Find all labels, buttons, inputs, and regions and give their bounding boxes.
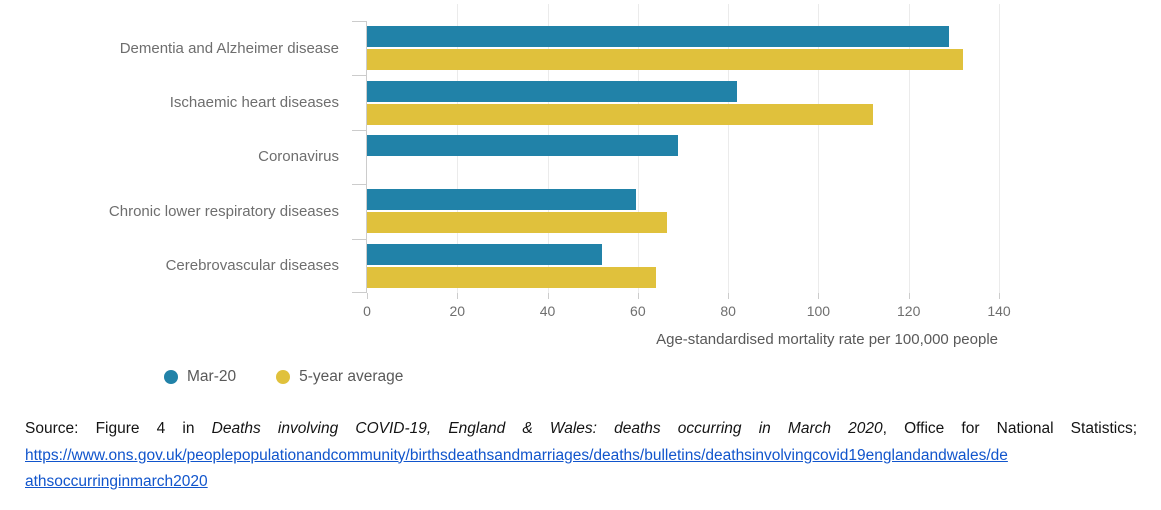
x-axis-tick <box>999 293 1000 299</box>
category-row <box>367 184 999 238</box>
x-axis-tick <box>457 293 459 299</box>
x-tick-label: 100 <box>806 303 831 319</box>
legend: Mar-20 5-year average <box>164 368 403 386</box>
category-label: Ischaemic heart diseases <box>169 93 339 111</box>
gridline <box>999 4 1000 293</box>
x-tick-label: 20 <box>449 303 466 319</box>
mar20-swatch-icon <box>164 370 178 384</box>
x-axis-tick <box>637 293 639 299</box>
x-axis-tick <box>547 293 549 299</box>
category-row <box>367 239 999 293</box>
source-note: Source: Figure 4 in Deaths involving COV… <box>25 416 1137 496</box>
category-axis: Dementia and Alzheimer disease Ischaemic … <box>0 21 352 293</box>
source-text: Source: Figure 4 in Deaths involving COV… <box>25 416 1137 443</box>
category-label: Chronic lower respiratory diseases <box>108 202 339 220</box>
source-suffix: , Office for National Statistics; <box>882 420 1138 437</box>
x-tick-label: 120 <box>897 303 921 319</box>
category-tick <box>352 21 367 22</box>
bar-mar-20 <box>367 26 950 48</box>
x-tick-label: 60 <box>630 303 646 319</box>
category-tick <box>352 184 367 186</box>
bar-mar-20 <box>367 80 738 102</box>
category-row <box>367 21 999 75</box>
plot-area: 0 20 40 60 80 100 120 140 <box>352 4 1011 319</box>
source-title: Deaths involving COVID-19, England & Wal… <box>211 420 883 437</box>
legend-label: 5-year average <box>299 368 404 385</box>
bar-5-year-average <box>367 49 963 71</box>
category-row <box>367 130 999 184</box>
category-label: Cerebrovascular diseases <box>165 257 339 275</box>
x-axis-tick <box>818 293 820 299</box>
x-axis-tick <box>728 293 730 299</box>
gridline <box>908 4 910 293</box>
category-tick <box>352 129 367 131</box>
gridline <box>818 4 820 293</box>
legend-label: Mar-20 <box>187 368 237 385</box>
bar-5-year-average <box>367 212 668 234</box>
x-axis-tick <box>367 293 368 299</box>
gridline <box>728 4 730 293</box>
x-tick-label: 80 <box>720 303 736 319</box>
source-prefix: Source: Figure 4 in <box>25 420 212 437</box>
x-tick-label: 40 <box>539 303 556 319</box>
bar-mar-20 <box>367 189 636 211</box>
x-tick-label: 0 <box>363 303 371 319</box>
bar-5-year-average <box>367 266 656 288</box>
category-label: Coronavirus <box>258 148 339 166</box>
bar-mar-20 <box>367 134 679 156</box>
legend-item-mar20: Mar-20 <box>164 368 236 386</box>
legend-item-5yr-average: 5-year average <box>276 368 403 386</box>
x-axis-title: Age-standardised mortality rate per 100,… <box>656 331 998 348</box>
x-tick-label: 140 <box>987 303 1011 319</box>
category-tick <box>352 75 367 77</box>
category-row <box>367 75 999 129</box>
x-axis-tick <box>908 293 910 299</box>
source-link[interactable]: https://www.ons.gov.uk/peoplepopulationa… <box>25 446 1008 464</box>
category-label: Dementia and Alzheimer disease <box>119 39 339 57</box>
source-link[interactable]: athsoccurringinmarch2020 <box>25 473 208 490</box>
five-year-average-swatch-icon <box>276 370 291 384</box>
category-tick <box>352 292 367 293</box>
bar-mar-20 <box>367 243 602 265</box>
category-tick <box>352 238 367 240</box>
bar-5-year-average <box>367 103 873 125</box>
